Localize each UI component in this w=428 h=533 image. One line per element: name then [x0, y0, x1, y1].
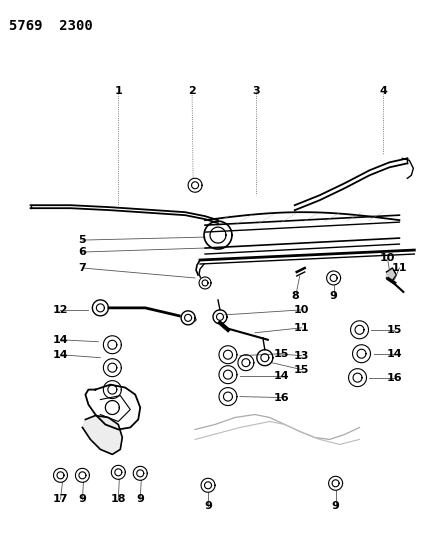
Text: 6: 6 — [78, 247, 86, 257]
Text: 13: 13 — [294, 351, 309, 361]
Text: 15: 15 — [274, 349, 289, 359]
Polygon shape — [104, 359, 121, 377]
Polygon shape — [104, 336, 121, 354]
Polygon shape — [104, 381, 121, 399]
Polygon shape — [351, 321, 369, 339]
Text: 16: 16 — [274, 393, 290, 402]
Text: 14: 14 — [53, 335, 68, 345]
Text: 10: 10 — [380, 253, 395, 263]
Polygon shape — [188, 179, 202, 192]
Text: 12: 12 — [53, 305, 68, 315]
Polygon shape — [386, 268, 396, 282]
Text: 4: 4 — [380, 86, 387, 95]
Polygon shape — [353, 345, 371, 362]
Text: 14: 14 — [274, 370, 290, 381]
Polygon shape — [92, 300, 108, 316]
Text: 3: 3 — [252, 86, 260, 95]
Polygon shape — [133, 466, 147, 480]
Text: 14: 14 — [386, 349, 402, 359]
Polygon shape — [327, 271, 341, 285]
Text: 7: 7 — [79, 263, 86, 273]
Text: 18: 18 — [110, 494, 126, 504]
Text: 17: 17 — [53, 494, 68, 504]
Polygon shape — [219, 387, 237, 406]
Text: 2: 2 — [188, 86, 196, 95]
Polygon shape — [219, 346, 237, 364]
Text: 5: 5 — [79, 235, 86, 245]
Text: 9: 9 — [332, 501, 339, 511]
Polygon shape — [201, 478, 215, 492]
Polygon shape — [348, 369, 366, 386]
Text: 10: 10 — [294, 305, 309, 315]
Text: 16: 16 — [386, 373, 402, 383]
Text: 15: 15 — [387, 325, 402, 335]
Polygon shape — [83, 416, 122, 455]
Text: 9: 9 — [330, 291, 338, 301]
Polygon shape — [238, 355, 254, 370]
Polygon shape — [329, 477, 342, 490]
Text: 1: 1 — [114, 86, 122, 95]
Text: 8: 8 — [292, 291, 300, 301]
Polygon shape — [199, 277, 211, 289]
Polygon shape — [111, 465, 125, 479]
Polygon shape — [75, 469, 89, 482]
Polygon shape — [219, 366, 237, 384]
Text: 15: 15 — [294, 365, 309, 375]
Polygon shape — [54, 469, 68, 482]
Text: 9: 9 — [136, 494, 144, 504]
Text: 9: 9 — [204, 501, 212, 511]
Text: 14: 14 — [53, 350, 68, 360]
Polygon shape — [213, 310, 227, 324]
Text: 11: 11 — [392, 263, 407, 273]
Polygon shape — [181, 311, 195, 325]
Text: 11: 11 — [294, 323, 309, 333]
Text: 9: 9 — [78, 494, 86, 504]
Polygon shape — [257, 350, 273, 366]
Text: 5769  2300: 5769 2300 — [9, 19, 92, 33]
